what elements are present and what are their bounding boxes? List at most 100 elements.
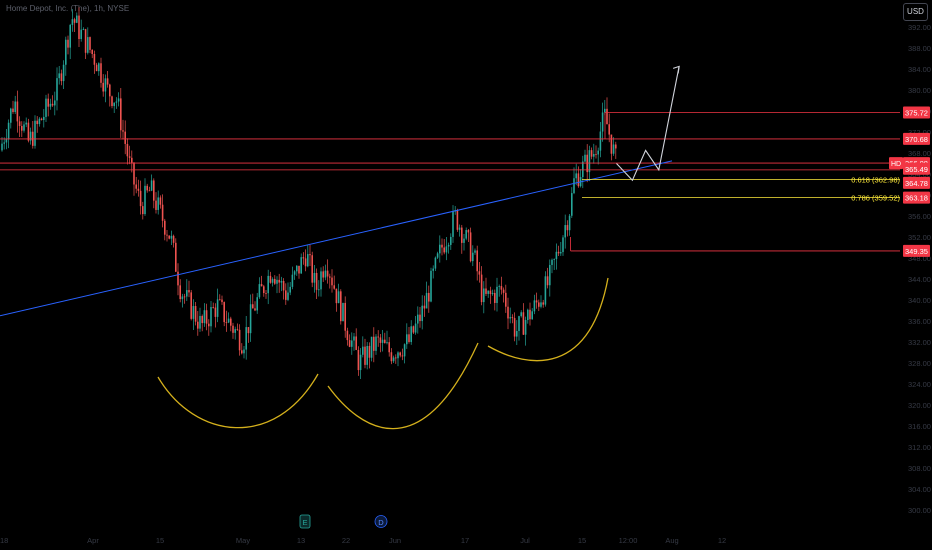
candle-body <box>564 225 566 238</box>
candle-body <box>219 299 221 301</box>
candle-body <box>527 309 529 321</box>
candle-body <box>285 290 287 300</box>
candle-body <box>584 154 586 162</box>
y-tick-label: 324.00 <box>908 380 931 389</box>
arc-left-shoulder <box>157 373 319 429</box>
candle-body <box>56 78 58 101</box>
candle-body <box>599 131 602 151</box>
dividend-marker[interactable] <box>374 515 388 528</box>
candle-body <box>5 139 8 143</box>
candle-body <box>397 352 399 359</box>
candle-body <box>377 336 379 338</box>
candle-body <box>201 315 203 324</box>
candle-body <box>133 162 135 185</box>
candle-body <box>113 102 115 107</box>
y-tick-label: 356.00 <box>908 212 931 221</box>
candle-body <box>126 143 129 157</box>
candle-body <box>300 257 302 274</box>
candle-body <box>342 302 344 322</box>
candle-body <box>278 279 280 283</box>
candle-body <box>423 305 426 309</box>
level-lines <box>0 65 900 317</box>
candle-body <box>439 244 441 254</box>
candle-body <box>249 304 252 334</box>
candle-body <box>425 292 428 309</box>
candle-body <box>494 292 496 303</box>
candle-body <box>593 153 595 157</box>
candle-body <box>513 318 516 337</box>
candle-body <box>223 302 225 323</box>
candle-body <box>236 329 239 330</box>
candle-body <box>346 330 349 341</box>
price-tag-text: 365.49 <box>905 165 928 174</box>
candle-body <box>91 49 93 55</box>
candle-body <box>518 316 520 332</box>
candle-body <box>54 100 56 106</box>
candle-body <box>496 286 498 303</box>
candle-body <box>476 250 478 272</box>
candle-body <box>604 108 606 113</box>
candle-body <box>520 312 522 317</box>
projection-path[interactable] <box>616 66 680 182</box>
candle-body <box>590 150 593 157</box>
candle-body <box>612 144 615 154</box>
price-axis: 392.00388.00384.00380.00376.00372.00368.… <box>908 23 931 515</box>
candle-body <box>7 122 10 140</box>
candle-body <box>445 246 448 253</box>
candle-body <box>1 143 3 151</box>
candle-body <box>414 323 417 333</box>
candle-body <box>575 173 577 179</box>
candle-body <box>157 197 159 210</box>
level-price-text: 349.35 <box>905 247 928 256</box>
candle-body <box>329 276 331 278</box>
currency-button[interactable]: USD <box>903 3 928 21</box>
candle-body <box>258 284 261 298</box>
candle-body <box>566 225 569 231</box>
candle-body <box>432 268 434 271</box>
y-tick-label: 332.00 <box>908 338 931 347</box>
candle-body <box>441 244 443 248</box>
candle-body <box>177 271 179 286</box>
candle-body <box>485 288 487 294</box>
y-tick-label: 384.00 <box>908 65 931 74</box>
candle-body <box>359 354 362 371</box>
candle-body <box>172 235 175 243</box>
candle-body <box>447 244 450 247</box>
candle-body <box>546 276 549 286</box>
candle-body <box>428 292 430 302</box>
candle-body <box>260 284 263 287</box>
candle-body <box>78 15 80 40</box>
candle-body <box>595 153 597 155</box>
earnings-marker[interactable] <box>299 514 311 529</box>
candle-body <box>309 254 311 256</box>
candle-body <box>311 255 313 283</box>
candle-body <box>120 98 122 131</box>
candle-body <box>102 82 104 92</box>
candle-body <box>124 131 126 144</box>
candle-body <box>551 259 553 265</box>
candle-body <box>615 144 617 149</box>
candle-body <box>465 230 467 239</box>
candle-body <box>307 254 309 267</box>
trendline[interactable] <box>0 160 673 317</box>
level-price-text: 370.68 <box>905 135 928 144</box>
candle-body <box>188 290 190 293</box>
candle-body <box>263 286 265 293</box>
level-price-text: 375.72 <box>905 108 928 117</box>
candle-body <box>183 296 186 298</box>
y-tick-label: 320.00 <box>908 401 931 410</box>
candle-body <box>131 157 133 163</box>
candle-body <box>82 29 85 30</box>
candle-body <box>577 173 580 187</box>
candle-body <box>390 352 393 362</box>
candle-body <box>463 238 465 243</box>
candle-body <box>478 271 481 275</box>
candle-body <box>326 270 329 277</box>
y-tick-label: 304.00 <box>908 485 931 494</box>
x-tick-label: 15 <box>578 536 586 545</box>
candle-body <box>489 290 492 294</box>
candle-body <box>227 318 230 323</box>
candle-body <box>168 235 170 239</box>
candle-body <box>348 340 351 347</box>
